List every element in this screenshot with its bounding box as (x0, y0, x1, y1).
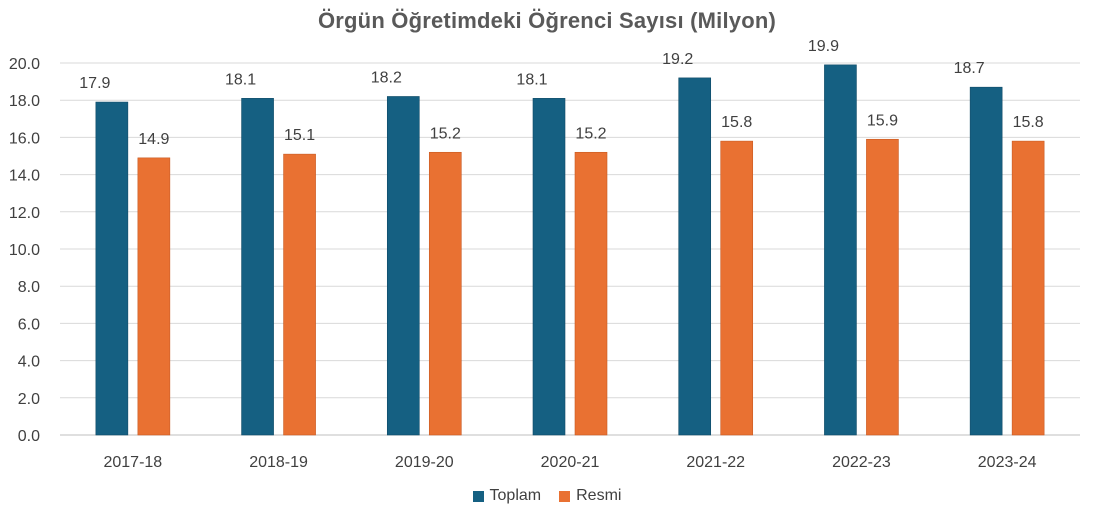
bar-toplam-2018-19 (241, 98, 274, 436)
data-label-resmi-2017-18: 14.9 (138, 131, 169, 148)
bar-toplam-2021-22 (678, 77, 712, 436)
data-label-toplam-2018-19: 18.1 (225, 71, 256, 88)
x-tick-label: 2018-19 (249, 454, 308, 471)
data-label-resmi-2019-20: 15.2 (430, 125, 461, 142)
data-label-toplam-2019-20: 18.2 (371, 69, 402, 86)
x-tick-label: 2022-23 (832, 454, 891, 471)
bar-resmi-2019-20 (428, 151, 462, 436)
bar-toplam-2022-23 (824, 64, 857, 436)
y-tick-label: 8.0 (18, 279, 40, 296)
y-tick-label: 14.0 (9, 168, 40, 185)
data-label-resmi-2021-22: 15.8 (721, 114, 752, 131)
y-tick-label: 4.0 (18, 354, 40, 371)
data-label-toplam-2022-23: 19.9 (808, 38, 839, 55)
bar-toplam-2020-21 (532, 98, 566, 436)
y-tick-label: 0.0 (18, 428, 40, 445)
gridlines (60, 62, 1080, 436)
data-label-resmi-2018-19: 15.1 (284, 127, 315, 144)
x-tick-label: 2019-20 (395, 454, 454, 471)
legend-label-toplam: Toplam (489, 487, 542, 504)
data-labels: 17.9 14.9 18.1 15.1 18.2 15.2 18.1 15.2 19.2 15.8… (79, 38, 1044, 148)
y-tick-label: 10.0 (9, 242, 40, 259)
y-tick-label: 16.0 (9, 130, 40, 147)
data-label-resmi-2020-21: 15.2 (575, 125, 606, 142)
data-label-toplam-2023-24: 18.7 (954, 60, 985, 77)
x-tick-label: 2021-22 (686, 454, 745, 471)
data-label-toplam-2017-18: 17.9 (79, 75, 110, 92)
bars (95, 64, 1045, 436)
x-axis-tick-labels: 2017-18 2018-19 2019-20 2020-21 2021-22 2022-… (103, 454, 1036, 471)
chart-title: Örgün Öğretimdeki Öğrenci Sayısı (Milyon… (317, 8, 777, 33)
bar-toplam-2019-20 (386, 96, 420, 436)
bar-resmi-2022-23 (866, 138, 899, 436)
y-tick-label: 12.0 (9, 205, 40, 222)
legend-label-resmi: Resmi (576, 487, 622, 504)
y-tick-label: 6.0 (18, 316, 40, 333)
y-axis-tick-labels: 0.0 2.0 4.0 6.0 8.0 10.0 12.0 14.0 16.0 18.0 20.0 (9, 56, 40, 445)
data-label-toplam-2021-22: 19.2 (662, 51, 693, 68)
bar-resmi-2017-18 (137, 157, 171, 436)
legend: Toplam Resmi (0, 487, 1094, 505)
y-tick-label: 20.0 (9, 56, 40, 73)
bar-chart: 0.02.04.06.08.010.012.014.016.018.020.0 … (9, 38, 1080, 471)
data-label-toplam-2020-21: 18.1 (516, 71, 547, 88)
x-tick-label: 2017-18 (103, 454, 162, 471)
data-label-resmi-2023-24: 15.8 (1013, 114, 1044, 131)
x-tick-label: 2020-21 (541, 454, 600, 471)
bar-resmi-2023-24 (1011, 140, 1045, 436)
data-label-resmi-2022-23: 15.9 (867, 112, 898, 129)
legend-swatch-resmi (559, 490, 571, 502)
legend-item-toplam: Toplam (472, 487, 542, 505)
legend-swatch-toplam (472, 490, 484, 502)
y-tick-label: 2.0 (18, 391, 40, 408)
bar-resmi-2018-19 (283, 153, 316, 436)
bar-resmi-2020-21 (574, 151, 608, 436)
bar-toplam-2017-18 (95, 101, 129, 436)
x-tick-label: 2023-24 (978, 454, 1037, 471)
legend-item-resmi: Resmi (559, 487, 621, 505)
bar-toplam-2023-24 (969, 86, 1003, 436)
bar-resmi-2021-22 (720, 140, 754, 436)
y-tick-label: 18.0 (9, 93, 40, 110)
